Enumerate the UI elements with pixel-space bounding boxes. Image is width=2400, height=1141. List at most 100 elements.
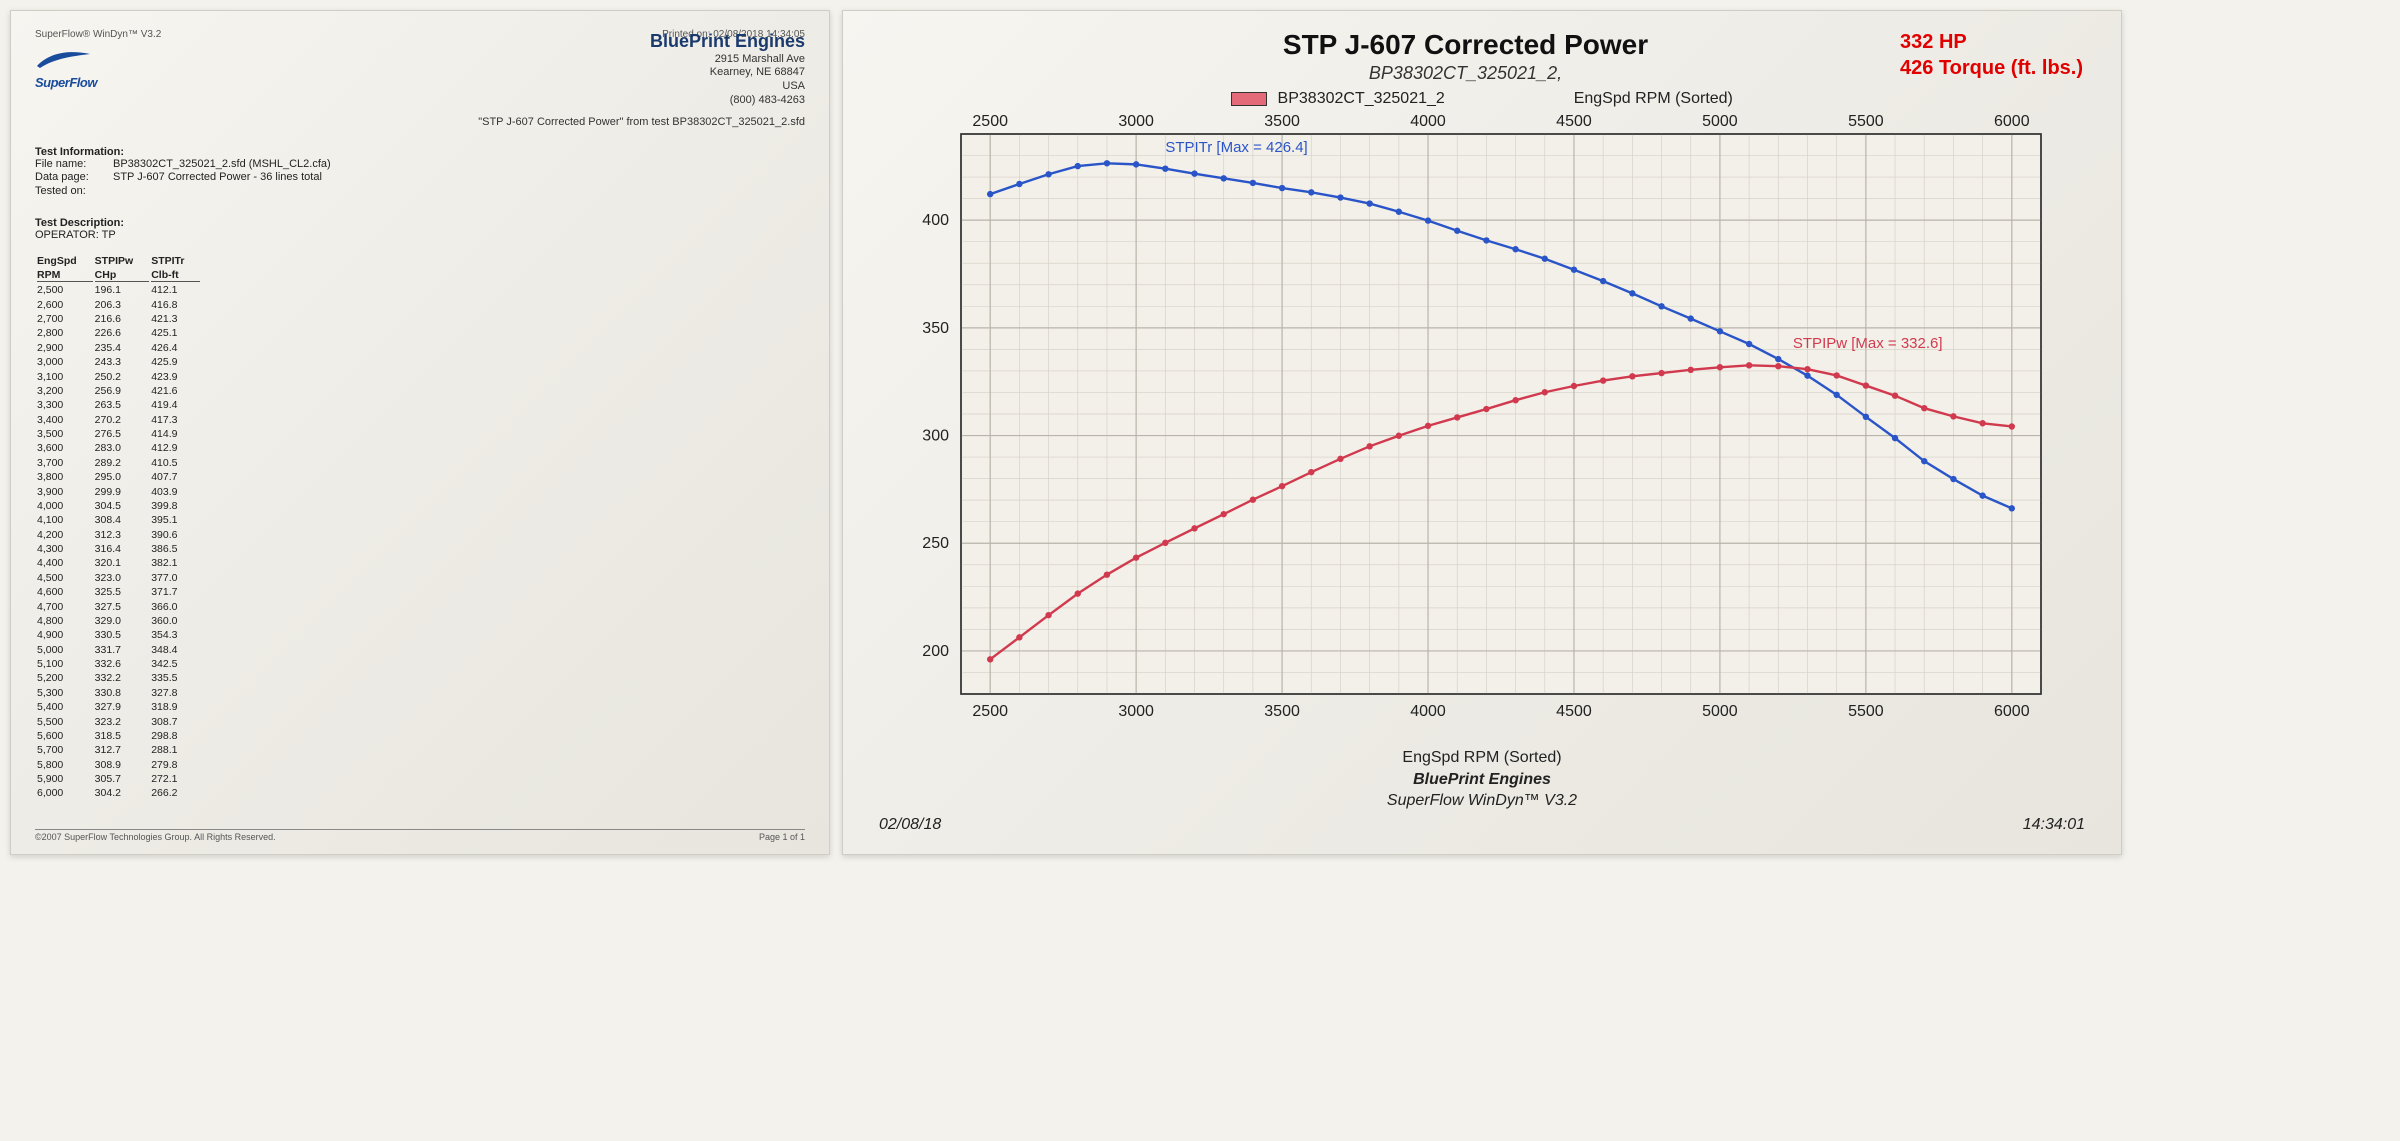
power-series-marker: [1892, 392, 1898, 398]
table-cell: 354.3: [151, 629, 200, 641]
table-cell: 2,800: [37, 327, 93, 339]
table-cell: 4,700: [37, 601, 93, 613]
table-row: 4,300316.4386.5: [37, 543, 200, 555]
table-cell: 323.2: [95, 716, 150, 728]
table-cell: 298.8: [151, 730, 200, 742]
x-tick-label: 3000: [1118, 703, 1154, 720]
chart-title: STP J-607 Corrected Power: [1031, 29, 1900, 61]
footer-time: 14:34:01: [2023, 816, 2085, 834]
power-series-marker: [1717, 364, 1723, 370]
power-series-marker: [1483, 406, 1489, 412]
power-series-marker: [1133, 554, 1139, 560]
summary-block: 332 HP 426 Torque (ft. lbs.): [1900, 29, 2093, 81]
torque-series-marker: [1892, 435, 1898, 441]
table-row: 4,500323.0377.0: [37, 572, 200, 584]
table-cell: 2,700: [37, 313, 93, 325]
table-row: 3,300263.5419.4: [37, 399, 200, 411]
table-cell: 256.9: [95, 385, 150, 397]
page: SuperFlow® WinDyn™ V3.2 Printed on: 02/0…: [0, 0, 2400, 865]
table-cell: 5,600: [37, 730, 93, 742]
table-row: 3,200256.9421.6: [37, 385, 200, 397]
x-tick-label-top: 6000: [1994, 114, 2030, 130]
x-tick-label: 6000: [1994, 703, 2030, 720]
table-cell: 5,900: [37, 773, 93, 785]
table-row: 4,100308.4395.1: [37, 514, 200, 526]
table-cell: 3,400: [37, 414, 93, 426]
table-header: Clb-ft: [151, 269, 200, 282]
company-addr2: Kearney, NE 68847: [650, 66, 805, 80]
torque-series-marker: [1191, 170, 1197, 176]
table-cell: 412.1: [151, 284, 200, 296]
torque-series-marker: [1250, 180, 1256, 186]
table-cell: 318.5: [95, 730, 150, 742]
company-address-block: BluePrint Engines 2915 Marshall Ave Kear…: [650, 30, 805, 108]
legend-swatch-icon: [1231, 92, 1267, 106]
power-series-marker: [1250, 497, 1256, 503]
x-tick-label-top: 5000: [1702, 114, 1738, 130]
torque-series-marker: [1512, 246, 1518, 252]
data-page-value: STP J-607 Corrected Power - 36 lines tot…: [113, 171, 322, 183]
table-cell: 304.5: [95, 500, 150, 512]
table-row: 4,700327.5366.0: [37, 601, 200, 613]
torque-series-marker: [1162, 165, 1168, 171]
table-cell: 330.5: [95, 629, 150, 641]
x-tick-label: 4000: [1410, 703, 1446, 720]
table-header: RPM: [37, 269, 93, 282]
torque-series-marker: [1396, 209, 1402, 215]
torque-series-marker: [1104, 160, 1110, 166]
table-cell: 331.7: [95, 644, 150, 656]
table-cell: 3,800: [37, 471, 93, 483]
table-cell: 4,200: [37, 529, 93, 541]
power-series-marker: [1366, 443, 1372, 449]
table-cell: 289.2: [95, 457, 150, 469]
table-header: STPIPw: [95, 255, 150, 267]
table-cell: 3,900: [37, 486, 93, 498]
table-row: 3,000243.3425.9: [37, 356, 200, 368]
power-series-marker: [1191, 525, 1197, 531]
power-series-marker: [987, 656, 993, 662]
table-cell: 2,900: [37, 342, 93, 354]
table-row: 4,900330.5354.3: [37, 629, 200, 641]
x-tick-label: 2500: [972, 703, 1008, 720]
file-name-value: BP38302CT_325021_2.sfd (MSHL_CL2.cfa): [113, 158, 331, 170]
table-cell: 329.0: [95, 615, 150, 627]
operator-line: OPERATOR: TP: [35, 229, 805, 243]
power-series-marker: [1863, 382, 1869, 388]
table-cell: 4,000: [37, 500, 93, 512]
x-tick-label-top: 4000: [1410, 114, 1446, 130]
torque-series-marker: [987, 191, 993, 197]
x-tick-label-top: 2500: [972, 114, 1008, 130]
torque-series-marker: [1746, 341, 1752, 347]
table-cell: 6,000: [37, 787, 93, 799]
y-tick-label: 350: [922, 320, 949, 337]
data-page-label: Data page:: [35, 171, 113, 185]
table-cell: 196.1: [95, 284, 150, 296]
table-cell: 250.2: [95, 371, 150, 383]
table-cell: 235.4: [95, 342, 150, 354]
summary-torque: 426 Torque (ft. lbs.): [1900, 55, 2083, 81]
dyno-data-table: EngSpdSTPIPwSTPITrRPMCHpClb-ft2,500196.1…: [35, 253, 202, 802]
power-series-marker: [1746, 362, 1752, 368]
y-tick-label: 300: [922, 428, 949, 445]
table-header: EngSpd: [37, 255, 93, 267]
table-cell: 5,200: [37, 672, 93, 684]
x-tick-label: 5000: [1702, 703, 1738, 720]
table-cell: 323.0: [95, 572, 150, 584]
table-cell: 308.9: [95, 759, 150, 771]
power-series-marker: [1629, 373, 1635, 379]
table-cell: 4,500: [37, 572, 93, 584]
logo-text: SuperFlow: [35, 75, 97, 90]
table-cell: 419.4: [151, 399, 200, 411]
table-cell: 407.7: [151, 471, 200, 483]
table-cell: 335.5: [151, 672, 200, 684]
superflow-logo: SuperFlow: [35, 48, 97, 90]
torque-series-marker: [1950, 476, 1956, 482]
table-cell: 5,500: [37, 716, 93, 728]
table-cell: 332.6: [95, 658, 150, 670]
footer-company: BluePrint Engines: [871, 769, 2093, 791]
table-cell: 423.9: [151, 371, 200, 383]
table-row: 5,900305.7272.1: [37, 773, 200, 785]
table-cell: 403.9: [151, 486, 200, 498]
table-cell: 348.4: [151, 644, 200, 656]
table-cell: 332.2: [95, 672, 150, 684]
